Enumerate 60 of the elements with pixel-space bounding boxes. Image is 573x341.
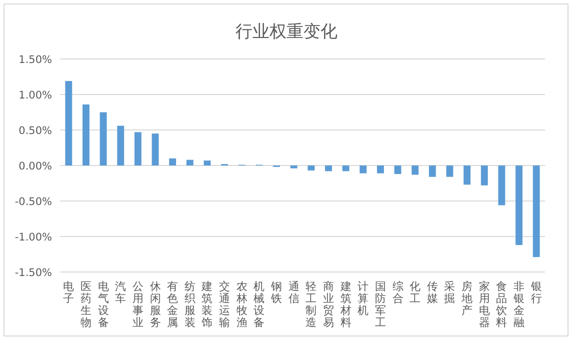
bar (376, 166, 384, 174)
y-tick-label: -1.00% (14, 232, 52, 244)
x-tick-label: 采掘 (444, 280, 456, 305)
y-tick-label: 0.50% (18, 125, 52, 137)
bar (134, 132, 142, 166)
x-tick-label: 食品饮料 (495, 280, 508, 329)
x-tick-label: 电气设备 (98, 280, 109, 329)
x-tick-label: 有色金属 (167, 280, 178, 329)
x-tick-label: 钢铁 (270, 280, 282, 305)
x-tick-label: 综合 (392, 280, 404, 305)
y-tick-label: -1.50% (14, 267, 52, 279)
bar (446, 166, 454, 177)
bar (498, 166, 506, 206)
x-tick-label: 商业贸易 (322, 280, 334, 329)
bar (100, 112, 107, 166)
bar (480, 166, 488, 186)
y-tick-label: 1.00% (18, 90, 52, 102)
x-tick-label: 银行 (530, 280, 542, 305)
x-tick-label: 医药生物 (80, 280, 92, 329)
x-tick-label: 机械设备 (254, 280, 265, 329)
x-tick-label: 建筑材料 (339, 280, 352, 329)
bar (82, 104, 90, 166)
bar (516, 166, 522, 246)
x-tick-label: 建筑装饰 (200, 280, 213, 329)
y-tick-label: 1.50% (18, 54, 52, 66)
x-tick-label: 轻工制造 (306, 280, 317, 329)
bar (360, 166, 367, 174)
x-tick-label: 国防军工 (374, 280, 386, 329)
x-tick-label: 传媒 (426, 280, 438, 305)
bar (325, 166, 332, 172)
y-tick-label: -0.50% (14, 196, 52, 208)
bar (169, 158, 176, 166)
x-tick-label: 农林牧渔 (235, 280, 248, 329)
bar (186, 160, 194, 166)
x-tick-label: 家用电器 (478, 280, 490, 329)
x-tick-label: 房地产 (460, 280, 473, 317)
bar (308, 166, 315, 170)
x-tick-label: 纺织服装 (184, 280, 196, 329)
x-tick-label: 电子 (63, 280, 74, 305)
x-tick-label: 交通运输 (219, 280, 230, 329)
x-tick-label: 通信 (288, 280, 300, 305)
chart-title: 行业权重变化 (236, 22, 338, 42)
bar (152, 134, 159, 166)
x-tick-label: 汽车 (115, 280, 126, 305)
y-tick-label: 0.00% (18, 160, 52, 172)
x-tick-label: 非银金融 (512, 280, 525, 329)
x-tick-label: 休闲服务 (150, 280, 161, 329)
bar (342, 166, 350, 172)
x-tick-label: 化工 (410, 280, 421, 305)
bar (290, 166, 298, 168)
bar (65, 81, 72, 166)
bar (532, 166, 540, 258)
bar (117, 126, 124, 166)
x-tick-label: 计算机 (358, 280, 369, 317)
bar (204, 160, 211, 166)
bar (412, 166, 419, 175)
bar (428, 166, 436, 177)
bar (464, 166, 471, 185)
x-tick-label: 公用事业 (132, 280, 144, 329)
bar (394, 166, 402, 174)
